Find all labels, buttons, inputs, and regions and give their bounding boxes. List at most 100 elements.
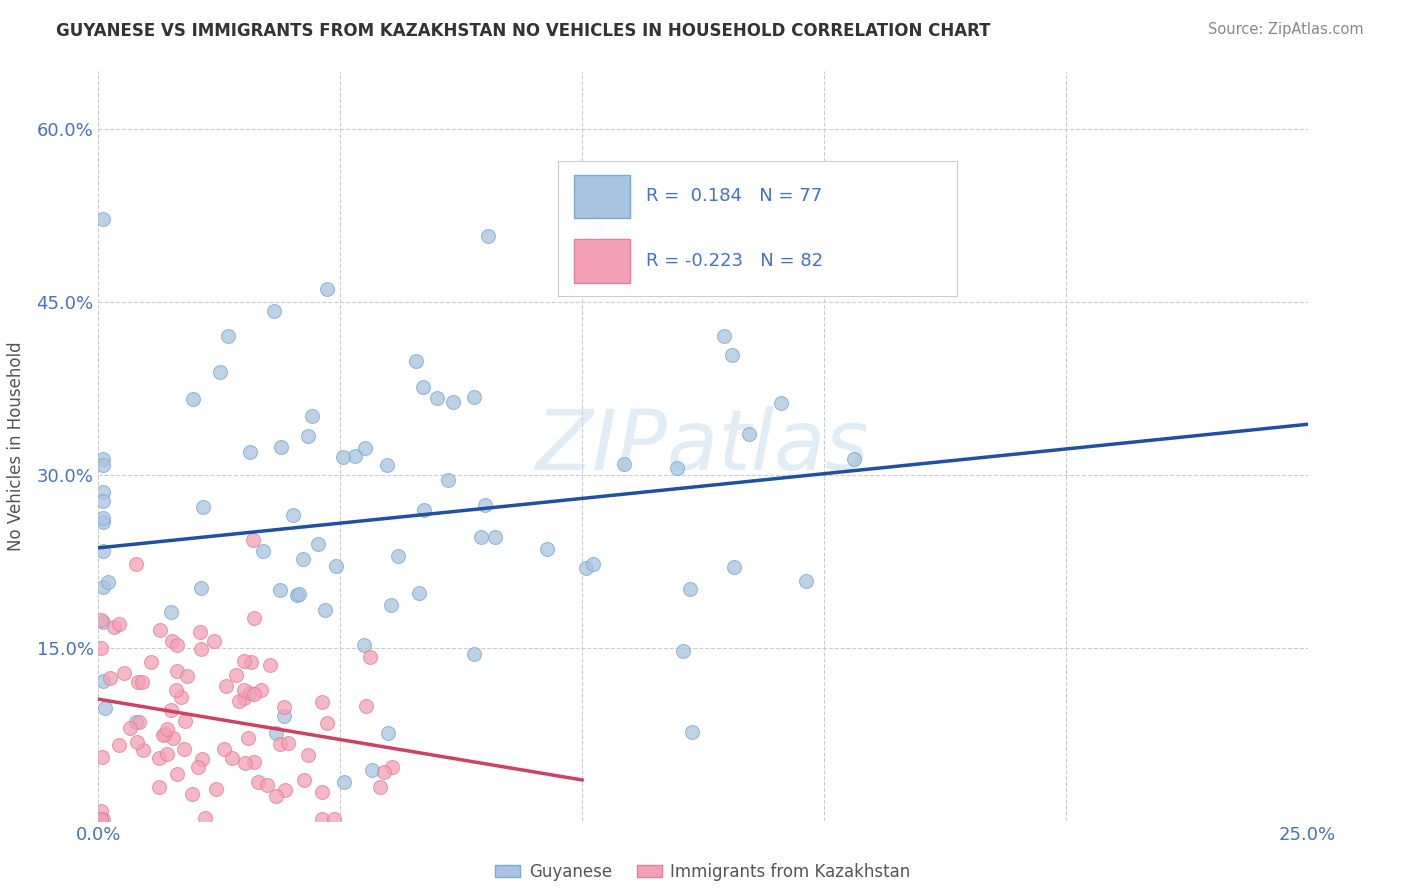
Point <box>575 561 598 575</box>
Point <box>274 783 297 797</box>
Point <box>91 458 114 473</box>
Point <box>181 392 204 407</box>
Point <box>738 426 761 441</box>
Point <box>98 671 121 685</box>
Point <box>311 813 333 827</box>
Point <box>243 610 266 624</box>
Point <box>240 655 263 669</box>
Point <box>169 690 191 704</box>
Point <box>672 644 695 658</box>
Point <box>259 657 281 672</box>
Point <box>269 738 291 752</box>
Point <box>679 582 702 597</box>
Point <box>235 756 257 771</box>
Point <box>132 742 155 756</box>
Point <box>377 725 399 739</box>
Point <box>125 558 148 572</box>
Point <box>131 675 153 690</box>
Point <box>91 674 114 689</box>
Point <box>187 760 209 774</box>
Point <box>405 354 427 368</box>
Point <box>316 282 339 296</box>
Point <box>723 560 745 574</box>
Point <box>291 551 314 566</box>
Point <box>152 728 174 742</box>
Point <box>536 542 558 557</box>
Point <box>353 639 375 653</box>
Point <box>91 484 114 499</box>
Point <box>90 804 112 818</box>
Point <box>90 614 112 628</box>
Y-axis label: No Vehicles in Household: No Vehicles in Household <box>7 341 25 551</box>
Point <box>90 813 112 827</box>
Point <box>127 735 149 749</box>
Point <box>794 574 817 588</box>
Point <box>273 709 295 723</box>
Point <box>413 503 436 517</box>
Point <box>315 715 337 730</box>
Point <box>474 498 496 512</box>
Point <box>225 667 247 681</box>
Point <box>159 605 181 619</box>
Point <box>325 559 347 574</box>
Point <box>412 380 434 394</box>
Point <box>139 655 162 669</box>
Point <box>176 669 198 683</box>
Point <box>681 725 703 739</box>
Point <box>90 750 112 764</box>
Point <box>297 429 319 443</box>
Point <box>387 549 409 563</box>
Point <box>713 329 735 343</box>
Point <box>484 530 506 544</box>
Point <box>188 624 211 639</box>
Point <box>91 494 114 508</box>
Point <box>269 582 291 597</box>
Point <box>165 682 187 697</box>
Point <box>264 789 287 803</box>
Point <box>297 748 319 763</box>
Point <box>263 303 285 318</box>
Text: Source: ZipAtlas.com: Source: ZipAtlas.com <box>1208 22 1364 37</box>
Point <box>242 533 264 548</box>
Point <box>236 731 259 746</box>
Point <box>239 685 262 699</box>
Point <box>285 588 308 602</box>
Point <box>90 640 112 655</box>
Point <box>375 458 398 472</box>
Point <box>408 586 430 600</box>
Point <box>228 694 250 708</box>
Point <box>212 742 235 756</box>
Point <box>190 581 212 595</box>
Point <box>322 813 344 827</box>
Point <box>162 731 184 745</box>
Point <box>264 726 287 740</box>
Point <box>166 638 188 652</box>
Point <box>127 675 149 690</box>
Point <box>373 764 395 779</box>
Point <box>149 623 172 637</box>
Point <box>243 755 266 769</box>
Point <box>194 811 217 825</box>
Point <box>209 365 232 379</box>
Point <box>214 679 236 693</box>
Point <box>97 575 120 590</box>
Point <box>252 543 274 558</box>
Point <box>125 714 148 729</box>
Point <box>91 813 114 827</box>
Point <box>103 620 125 634</box>
Point <box>381 759 404 773</box>
Point <box>156 722 179 736</box>
Point <box>292 773 315 788</box>
Point <box>842 451 865 466</box>
Legend: Guyanese, Immigrants from Kazakhstan: Guyanese, Immigrants from Kazakhstan <box>489 856 917 888</box>
Point <box>354 699 377 714</box>
Point <box>233 683 256 698</box>
Point <box>666 460 689 475</box>
Point <box>769 396 792 410</box>
Point <box>233 654 256 668</box>
Point <box>120 721 142 735</box>
Point <box>359 650 381 665</box>
Point <box>441 394 464 409</box>
Point <box>181 787 204 801</box>
Point <box>108 616 131 631</box>
